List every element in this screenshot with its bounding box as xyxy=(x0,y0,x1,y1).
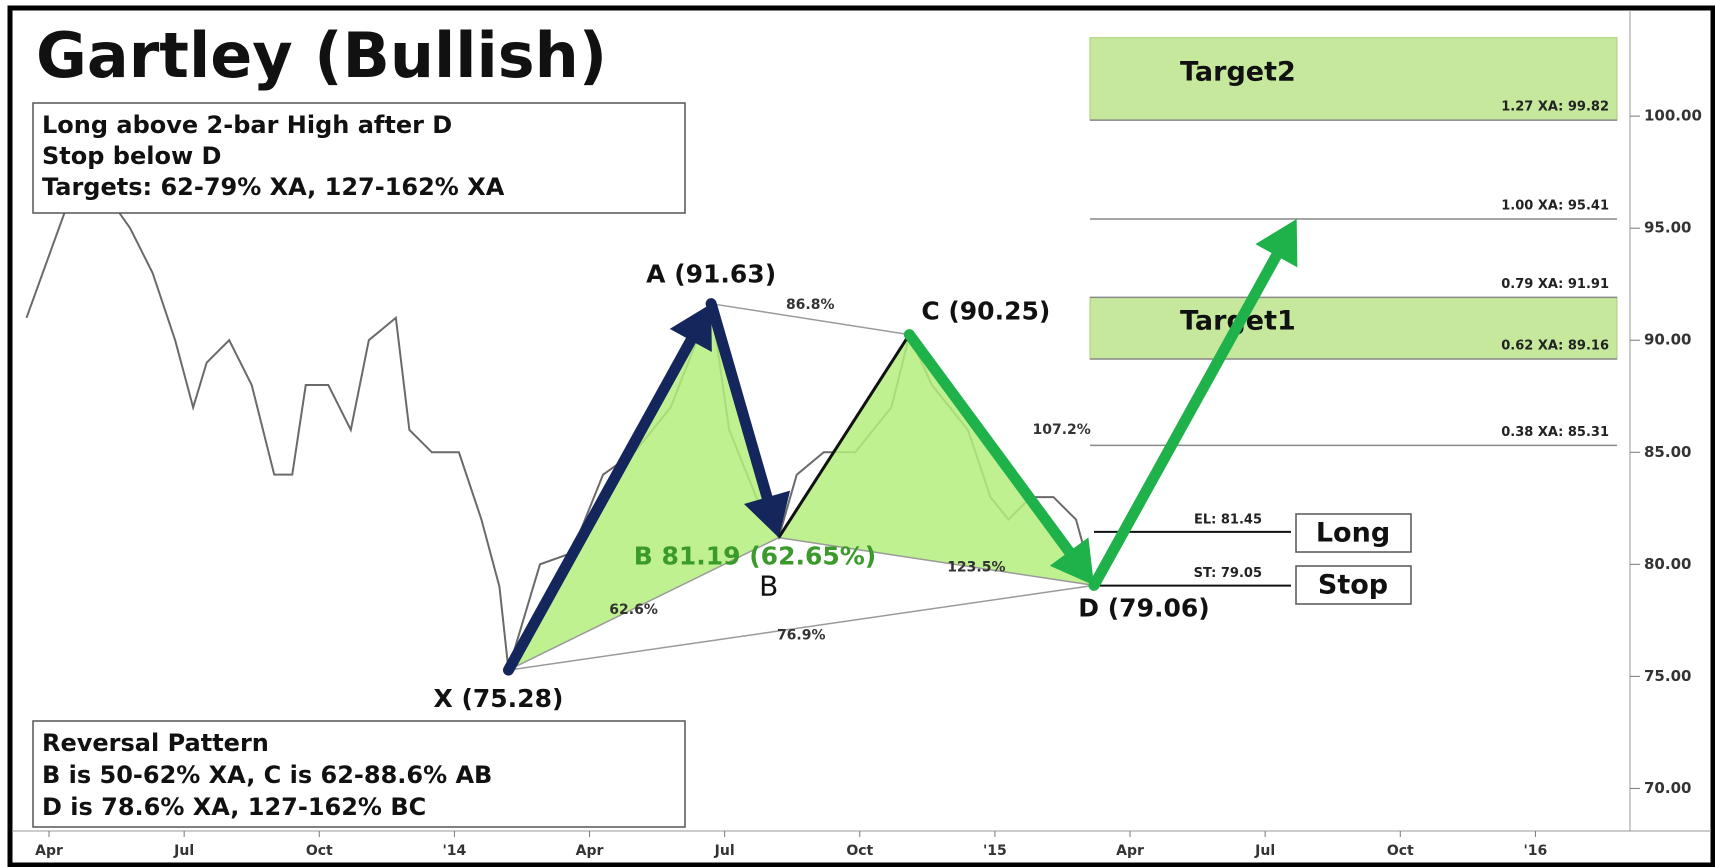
target-label: Target2 xyxy=(1180,56,1296,87)
y-tick-label: 90.00 xyxy=(1644,331,1691,349)
x-tick-label: '16 xyxy=(1524,843,1548,859)
x-tick-label: '14 xyxy=(443,843,467,859)
bc-line xyxy=(777,333,911,539)
arrow-head xyxy=(669,303,712,353)
arrow-head xyxy=(1049,537,1094,586)
note-text: Reversal Pattern xyxy=(42,729,269,757)
target-zone xyxy=(1089,296,1618,360)
entry-tag: Long xyxy=(1316,518,1390,549)
note-text: D is 78.6% XA, 127-162% BC xyxy=(42,793,426,821)
note-text: B is 50-62% XA, C is 62-88.6% AB xyxy=(42,761,492,789)
arrow-shaft xyxy=(903,329,1075,558)
x-tick-label: Jul xyxy=(1254,843,1275,859)
x-tick-label: Jul xyxy=(173,843,194,859)
point-label: X (75.28) xyxy=(433,684,563,713)
x-tick-label: '15 xyxy=(983,843,1007,859)
entry-box xyxy=(1295,565,1412,605)
x-tick-label: Apr xyxy=(1116,843,1144,859)
point-label: C (90.25) xyxy=(921,297,1050,326)
y-tick-label: 70.00 xyxy=(1644,779,1691,797)
point-marker: B xyxy=(759,570,778,603)
y-tick-label: 100.00 xyxy=(1644,107,1702,125)
pattern-line xyxy=(778,536,1095,587)
entry-box xyxy=(1295,513,1412,553)
level-label: 1.00 XA: 95.41 xyxy=(1501,198,1609,213)
arrow-shaft xyxy=(705,298,773,503)
note-box xyxy=(32,720,686,828)
y-tick-label: 85.00 xyxy=(1644,443,1691,461)
level-label: 0.62 XA: 89.16 xyxy=(1501,339,1609,354)
x-tick-label: Jul xyxy=(714,843,735,859)
entry-tag: Stop xyxy=(1318,570,1388,601)
pattern-line xyxy=(508,584,1095,671)
level-label: 1.27 XA: 99.82 xyxy=(1501,100,1609,115)
note-text: Stop below D xyxy=(42,142,221,170)
pattern-line xyxy=(711,302,910,336)
pattern-fill xyxy=(508,303,779,671)
pattern-line xyxy=(508,536,780,671)
point-label: B 81.19 (62.65%) xyxy=(634,542,877,571)
point-label: A (91.63) xyxy=(646,260,776,289)
pattern-fill xyxy=(778,334,1094,586)
x-tick-label: Apr xyxy=(35,843,63,859)
x-tick-label: Oct xyxy=(846,843,873,859)
ratio-label: 107.2% xyxy=(1033,422,1091,438)
chart-title: Gartley (Bullish) xyxy=(36,19,607,92)
ratio-label: 86.8% xyxy=(786,297,835,313)
level-label: 0.79 XA: 91.91 xyxy=(1501,277,1609,292)
y-tick-label: 75.00 xyxy=(1644,667,1691,685)
x-tick-label: Oct xyxy=(306,843,333,859)
note-box xyxy=(32,102,686,214)
note-text: Targets: 62-79% XA, 127-162% XA xyxy=(42,173,505,201)
y-tick-label: 80.00 xyxy=(1644,555,1691,573)
arrow-shaft xyxy=(502,334,697,676)
entry-label: ST: 79.05 xyxy=(1194,566,1262,581)
ratio-label: 123.5% xyxy=(947,560,1005,576)
point-label: D (79.06) xyxy=(1078,593,1209,622)
arrow-head xyxy=(743,490,791,538)
x-tick-label: Apr xyxy=(576,843,604,859)
ratio-label: 62.6% xyxy=(609,602,658,618)
x-tick-label: Oct xyxy=(1387,843,1414,859)
note-text: Long above 2-bar High after D xyxy=(42,111,452,139)
entry-label: EL: 81.45 xyxy=(1194,512,1262,527)
y-tick-label: 95.00 xyxy=(1644,219,1691,237)
level-label: 0.38 XA: 85.31 xyxy=(1501,425,1609,440)
ratio-label: 76.9% xyxy=(777,628,826,644)
arrow-head xyxy=(1255,218,1298,268)
arrow-shaft xyxy=(1088,250,1282,591)
target-zone xyxy=(1089,37,1618,121)
